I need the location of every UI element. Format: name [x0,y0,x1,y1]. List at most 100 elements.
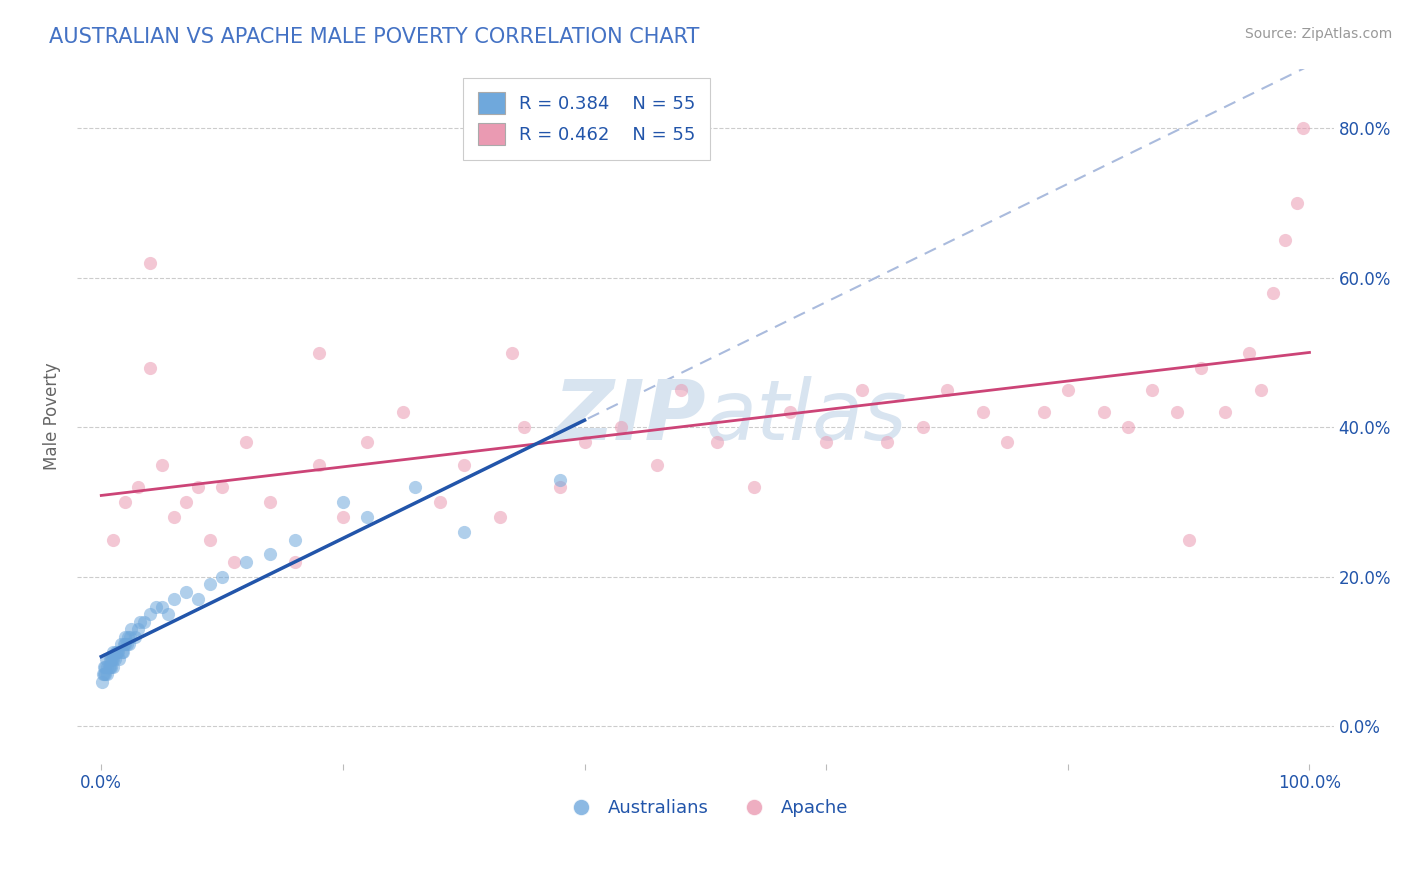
Point [1177,533,1199,547]
Point [332,510,354,524]
Point [107,645,129,659]
Point [779,405,801,419]
Point [103,659,125,673]
Point [489,510,512,524]
Point [429,495,451,509]
Point [114,637,136,651]
Point [1286,196,1309,211]
Point [120,630,142,644]
Point [91,674,114,689]
Point [1189,360,1212,375]
Point [706,435,728,450]
Point [103,652,125,666]
Point [1092,405,1115,419]
Point [108,652,131,666]
Point [103,533,125,547]
Point [742,480,765,494]
Point [114,495,136,509]
Point [356,435,378,450]
Point [259,548,281,562]
Point [104,645,127,659]
Point [129,615,152,629]
Point [111,645,134,659]
Point [110,637,132,651]
Point [332,495,354,509]
Point [187,480,209,494]
Text: atlas: atlas [706,376,907,457]
Point [127,480,149,494]
Point [94,659,117,673]
Point [132,615,155,629]
Point [163,510,186,524]
Point [156,607,179,622]
Point [138,256,160,270]
Text: ZIP: ZIP [553,376,706,457]
Point [112,637,135,651]
Point [174,495,197,509]
Text: AUSTRALIAN VS APACHE MALE POVERTY CORRELATION CHART: AUSTRALIAN VS APACHE MALE POVERTY CORREL… [49,27,700,46]
Point [1056,383,1078,397]
Point [138,360,160,375]
Point [145,599,167,614]
Point [356,510,378,524]
Point [105,645,128,659]
Point [574,435,596,450]
Point [198,533,221,547]
Point [211,570,233,584]
Point [138,607,160,622]
Point [669,383,692,397]
Point [163,592,186,607]
Point [94,667,117,681]
Point [91,667,114,681]
Point [1263,285,1285,300]
Point [114,630,136,644]
Text: Source: ZipAtlas.com: Source: ZipAtlas.com [1244,27,1392,41]
Point [111,645,134,659]
Point [174,585,197,599]
Point [187,592,209,607]
Point [392,405,415,419]
Point [101,652,124,666]
Point [645,458,668,472]
Point [1116,420,1139,434]
Point [93,659,115,673]
Point [610,420,633,434]
Point [513,420,536,434]
Point [1250,383,1272,397]
Point [211,480,233,494]
Point [308,345,330,359]
Point [259,495,281,509]
Point [308,458,330,472]
Point [1032,405,1054,419]
Point [1166,405,1188,419]
Point [150,599,173,614]
Point [198,577,221,591]
Point [997,435,1019,450]
Point [815,435,838,450]
Y-axis label: Male Poverty: Male Poverty [44,362,60,470]
Point [550,480,572,494]
Point [284,533,307,547]
Point [96,667,118,681]
Point [98,652,121,666]
Point [97,659,120,673]
Point [453,524,475,539]
Point [100,652,122,666]
Point [235,555,257,569]
Point [851,383,873,397]
Point [936,383,959,397]
Point [121,622,143,636]
Point [1142,383,1164,397]
Point [93,667,115,681]
Point [1237,345,1260,359]
Point [100,659,122,673]
Point [115,637,138,651]
Point [453,458,475,472]
Point [404,480,426,494]
Point [118,637,141,651]
Legend: Australians, Apache: Australians, Apache [555,792,855,824]
Point [224,555,246,569]
Point [1274,234,1296,248]
Point [550,473,572,487]
Point [235,435,257,450]
